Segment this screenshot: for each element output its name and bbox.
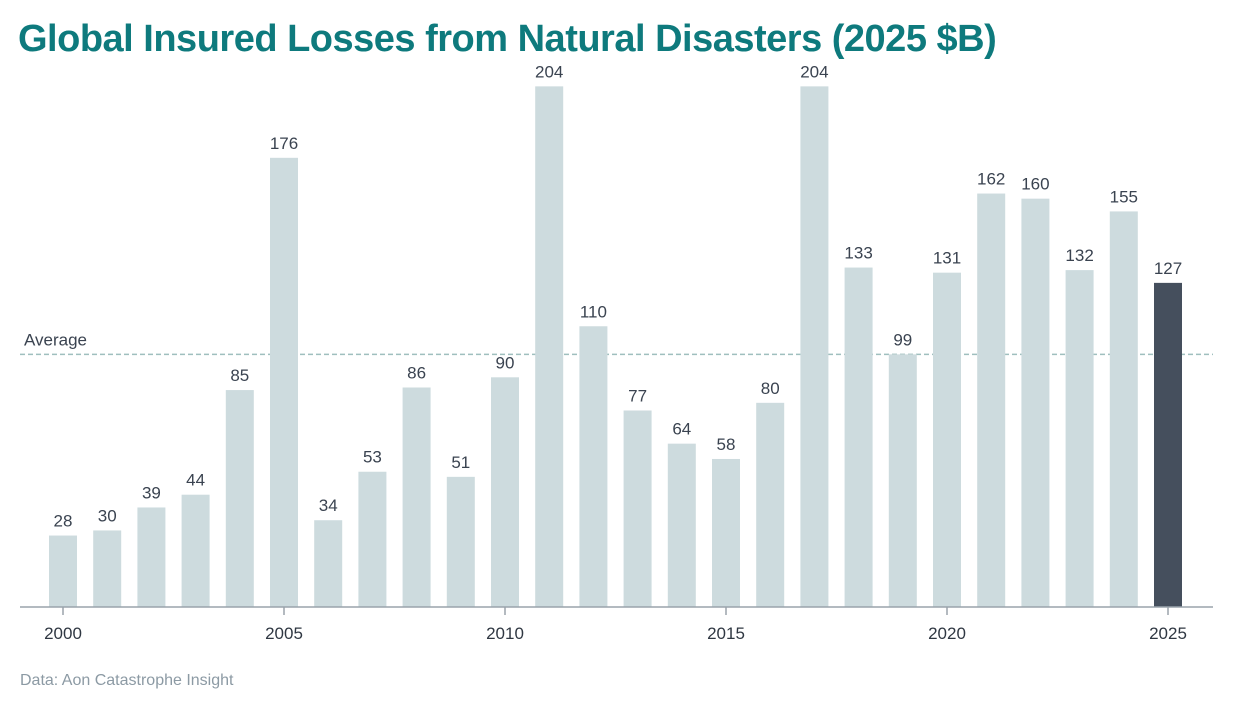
bar-value-label-2022: 160 [1021,175,1049,194]
bar-value-label-2007: 53 [363,448,382,467]
bar-value-label-2021: 162 [977,170,1005,189]
bar-2022 [1021,198,1050,608]
x-tick-label-2025: 2025 [1149,624,1187,643]
bar-2001 [93,530,122,607]
bar-value-label-2016: 80 [761,379,780,398]
bar-2021 [977,193,1006,607]
x-tick-label-2020: 2020 [928,624,966,643]
bar-2011 [535,86,564,608]
bar-2017 [800,86,829,608]
bar-value-label-2017: 204 [800,62,828,81]
bar-2012 [579,326,608,607]
bar-2008 [402,387,431,607]
bar-2006 [314,520,343,607]
bar-2009 [446,476,475,607]
bar-value-label-2009: 51 [451,453,470,472]
bar-2016 [756,402,785,607]
bar-value-label-2006: 34 [319,496,338,515]
average-reference: Average [20,330,1213,356]
bar-value-label-2003: 44 [186,471,205,490]
bar-2019 [888,354,917,607]
bar-2025 [1154,282,1182,607]
bar-value-label-2005: 176 [270,134,298,153]
bar-2002 [137,507,166,607]
bar-value-label-2020: 131 [933,249,961,268]
bar-value-label-2012: 110 [580,302,607,321]
x-tick-label-2010: 2010 [486,624,524,643]
x-axis-ticks: 2000 2005 2010 2015 2020 2025 [44,607,1187,643]
bar-2005 [270,157,298,608]
bar-chart: Average 28 30 39 44 85 176 34 53 86 51 90 204 110 77 6… [20,62,1213,643]
bar-value-label-2013: 77 [628,386,647,405]
bar-value-label-2018: 133 [844,244,872,263]
bar-2018 [844,267,873,607]
bar-value-label-2025: 127 [1154,259,1182,278]
bar-2020 [933,272,961,607]
bar-value-label-2023: 132 [1065,246,1093,265]
bar-value-label-2011: 204 [535,62,563,81]
bar-2023 [1065,270,1094,607]
bars-group [49,86,1182,608]
bar-value-label-2008: 86 [407,364,426,383]
bar-value-label-2024: 155 [1110,187,1138,206]
average-label: Average [24,330,87,349]
bar-value-label-2010: 90 [496,353,515,372]
x-tick-label-2015: 2015 [707,624,745,643]
x-tick-label-2005: 2005 [265,624,303,643]
bar-2024 [1109,211,1138,608]
bar-value-label-2002: 39 [142,483,161,502]
bar-value-label-2015: 58 [717,435,736,454]
chart-title: Global Insured Losses from Natural Disas… [18,18,997,60]
bar-2015 [712,458,740,607]
bar-2004 [225,390,254,607]
bar-2000 [49,535,77,607]
x-tick-label-2000: 2000 [44,624,82,643]
bar-value-labels: 28 30 39 44 85 176 34 53 86 51 90 204 110 77 64 58 80 204… [54,62,1183,530]
bar-value-label-2014: 64 [672,420,691,439]
bar-2013 [623,410,652,607]
data-source-note: Data: Aon Catastrophe Insight [20,672,234,689]
bar-2014 [667,443,696,607]
bar-value-label-2019: 99 [893,330,912,349]
bar-value-label-2000: 28 [54,512,73,531]
bar-2007 [358,471,387,607]
bar-value-label-2004: 85 [230,366,249,385]
bar-2003 [181,494,210,607]
bar-value-label-2001: 30 [98,506,117,525]
bar-2010 [491,377,519,607]
